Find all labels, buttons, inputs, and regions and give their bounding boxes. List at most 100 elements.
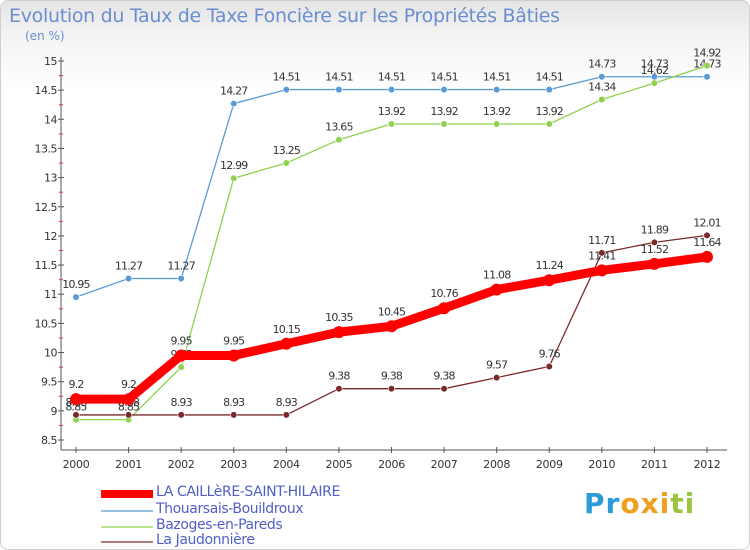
data-label: 13.92 — [378, 105, 406, 118]
y-tick-label: 13 — [44, 172, 57, 185]
data-point — [543, 274, 556, 287]
x-tick-label: 2003 — [220, 458, 247, 471]
data-point — [230, 174, 238, 182]
data-label: 11.08 — [483, 269, 511, 282]
data-point — [493, 374, 501, 382]
data-label: 14.92 — [693, 47, 721, 60]
x-tick-label: 2012 — [694, 458, 721, 471]
data-label: 9.57 — [486, 359, 508, 372]
logo-letter: r — [605, 487, 621, 520]
data-label: 8.93 — [276, 396, 298, 409]
data-label: 14.51 — [378, 71, 406, 84]
data-point — [440, 85, 448, 94]
data-label: 11.24 — [536, 259, 564, 272]
data-label: 10.45 — [378, 305, 406, 318]
y-tick-label: 8.5 — [41, 434, 57, 447]
data-point — [335, 85, 343, 94]
data-label: 13.92 — [483, 105, 511, 118]
y-tick-label: 9.5 — [41, 376, 57, 389]
x-tick-label: 2000 — [63, 458, 90, 471]
data-label: 10.15 — [273, 323, 301, 336]
data-point — [175, 349, 188, 362]
legend-label: Bazoges-en-Pareds — [156, 517, 283, 533]
data-label: 14.51 — [325, 71, 353, 84]
data-point — [598, 95, 606, 104]
data-point — [282, 411, 290, 419]
logo-letter: o — [620, 487, 641, 520]
y-tick-label: 11.5 — [35, 259, 58, 272]
logo-letter: i — [684, 487, 696, 520]
x-tick-label: 2010 — [588, 458, 615, 471]
legend-label: LA CAILLèRE-SAINT-HILAIRE — [156, 484, 340, 500]
legend-swatch-la-caillere — [101, 490, 153, 498]
legend-label: Thouarsais-Bouildroux — [156, 501, 304, 517]
x-tick-label: 2004 — [273, 458, 300, 471]
data-point — [124, 274, 133, 283]
data-label: 13.92 — [430, 105, 458, 118]
data-point — [335, 385, 343, 393]
data-label: 11.27 — [115, 259, 143, 272]
data-point — [385, 320, 398, 333]
data-point — [598, 249, 606, 257]
data-point — [282, 85, 290, 94]
data-label: 11.27 — [167, 259, 195, 272]
data-label: 10.35 — [325, 311, 353, 324]
logo-letter: i — [659, 487, 671, 520]
data-point — [72, 293, 80, 301]
data-label: 9.2 — [68, 378, 83, 391]
data-label: 14.51 — [430, 71, 458, 84]
y-tick-label: 10.5 — [35, 317, 58, 330]
data-point — [493, 120, 501, 128]
data-label: 11.89 — [641, 223, 669, 236]
data-point — [282, 159, 290, 167]
data-label: 12.99 — [220, 159, 248, 172]
data-point — [177, 363, 185, 371]
data-label: 11.52 — [641, 243, 669, 256]
x-tick-label: 2001 — [115, 458, 142, 471]
y-tick-label: 12.5 — [35, 201, 58, 214]
data-label: 11.64 — [693, 236, 721, 249]
y-tick-label: 9 — [51, 405, 58, 418]
data-point — [335, 136, 343, 144]
data-point — [703, 231, 711, 239]
x-tick-label: 2009 — [536, 458, 563, 471]
data-point — [227, 349, 240, 362]
y-tick-label: 12 — [44, 230, 57, 243]
data-label: 9.38 — [381, 370, 403, 383]
data-point — [387, 385, 396, 393]
data-point — [545, 85, 553, 94]
data-point — [701, 250, 713, 263]
data-label: 14.27 — [220, 85, 248, 98]
legend-swatch-bazoges — [101, 526, 153, 528]
data-point — [177, 411, 185, 419]
data-point — [438, 302, 451, 315]
data-point — [598, 73, 606, 81]
data-point — [70, 393, 82, 406]
data-point — [595, 264, 608, 277]
data-label: 11.41 — [588, 249, 616, 262]
y-tick-label: 11 — [44, 288, 57, 301]
data-label: 14.51 — [273, 71, 301, 84]
y-tick-label: 15 — [44, 55, 57, 68]
data-label: 8.93 — [171, 396, 193, 409]
data-label: 14.73 — [588, 58, 616, 71]
x-tick-label: 2011 — [641, 458, 668, 471]
data-point — [332, 326, 345, 339]
data-point — [490, 283, 503, 296]
data-point — [440, 385, 448, 393]
data-label: 8.85 — [65, 401, 87, 414]
data-label: 9.38 — [328, 370, 350, 383]
data-point — [387, 120, 396, 128]
data-point — [124, 411, 133, 419]
data-point — [650, 238, 659, 246]
data-point — [280, 337, 293, 350]
y-tick-label: 10 — [44, 347, 57, 360]
data-label: 9.95 — [223, 334, 245, 347]
data-label: 8.93 — [223, 396, 245, 409]
data-label: 9.2 — [121, 378, 136, 391]
data-label: 13.65 — [325, 121, 353, 134]
data-point — [545, 362, 553, 371]
data-point — [72, 411, 80, 419]
y-tick-label: 14.5 — [35, 84, 58, 97]
